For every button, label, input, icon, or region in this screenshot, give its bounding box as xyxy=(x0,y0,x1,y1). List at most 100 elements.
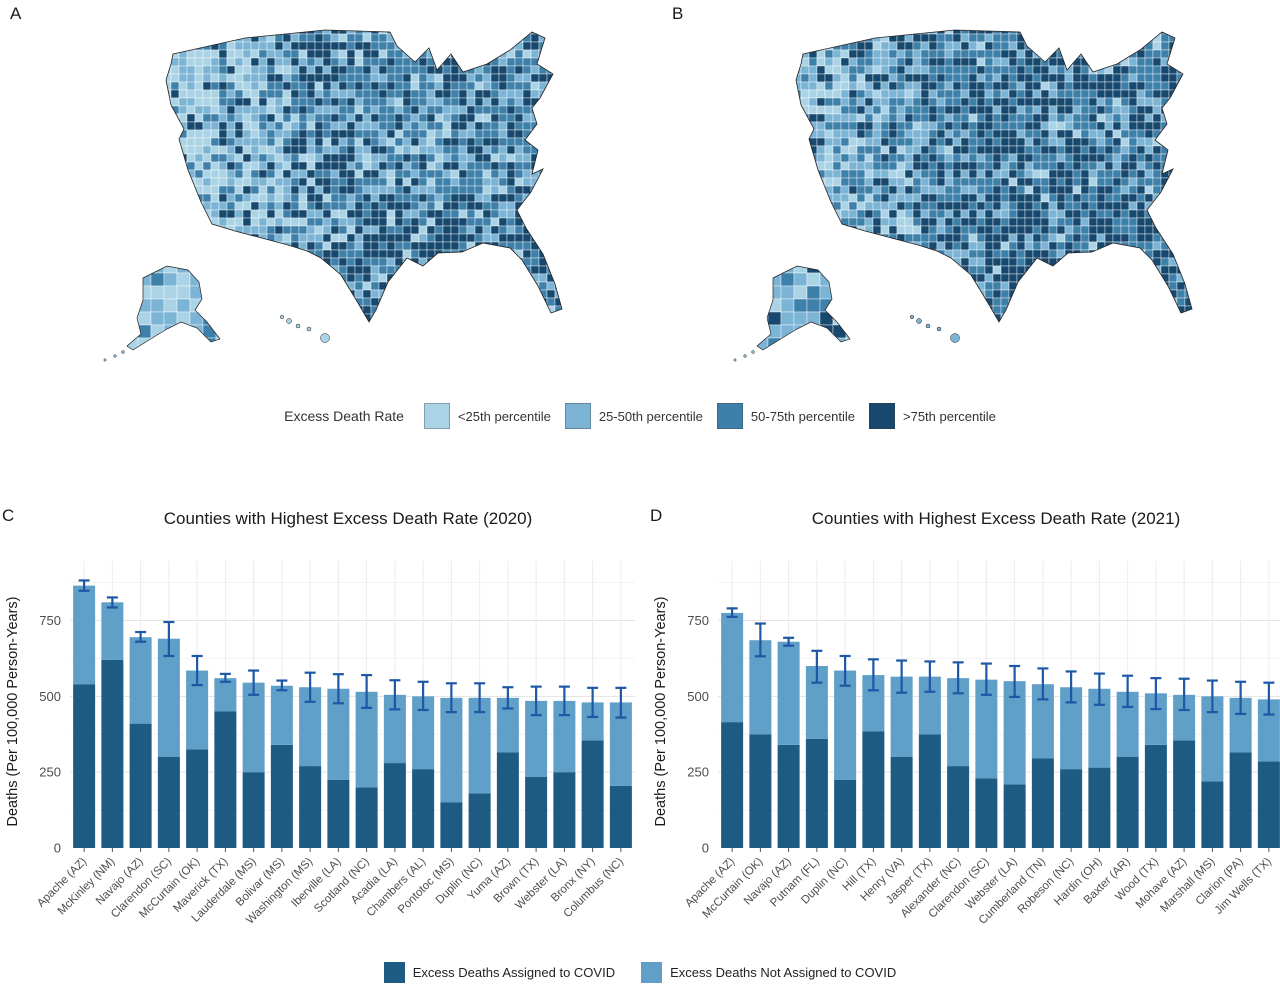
bar-covid-assigned xyxy=(1257,761,1280,848)
error-bar xyxy=(276,679,288,692)
bar-covid-assigned xyxy=(975,778,998,848)
bar-not-assigned xyxy=(721,612,744,723)
error-bar xyxy=(558,685,570,717)
bar-covid-assigned xyxy=(553,772,576,848)
bar-not-assigned xyxy=(496,697,519,753)
bar-not-assigned xyxy=(1173,694,1196,741)
error-bar xyxy=(1235,680,1247,716)
legend-swatch-q3 xyxy=(716,403,743,429)
y-tick-label: 0 xyxy=(54,841,61,856)
hawaii-island xyxy=(925,323,931,329)
bar-covid-assigned xyxy=(496,752,519,848)
bar-not-assigned xyxy=(975,679,998,779)
bar-covid-assigned xyxy=(777,744,800,848)
bar-covid-assigned xyxy=(862,731,885,848)
hawaii-island xyxy=(909,314,915,320)
error-bar xyxy=(1009,664,1021,699)
bar-not-assigned xyxy=(101,602,124,660)
bar-not-assigned xyxy=(383,694,406,764)
error-bar xyxy=(924,660,936,693)
bar-not-assigned xyxy=(214,678,237,712)
legend-swatch-q4 xyxy=(869,403,895,429)
chart-title-2021: Counties with Highest Excess Death Rate … xyxy=(811,509,1181,528)
error-bar xyxy=(1150,677,1162,711)
bar-not-assigned xyxy=(1116,691,1139,757)
bar-not-assigned xyxy=(1144,693,1167,745)
bar-not-assigned xyxy=(242,682,265,773)
bar-covid-assigned xyxy=(101,659,124,848)
bar-covid-assigned xyxy=(1229,752,1252,848)
legend-label-q2: 25-50th percentile xyxy=(598,408,703,424)
map-excess-death-rate-2020 xyxy=(85,12,645,377)
y-axis-title: Deaths (Per 100,000 Person-Years) xyxy=(5,597,21,827)
error-bar xyxy=(417,680,429,712)
bar-covid-assigned xyxy=(1031,758,1054,848)
bar-not-assigned xyxy=(834,670,857,780)
bar-not-assigned xyxy=(1003,681,1026,785)
error-bar xyxy=(530,685,542,717)
error-bar xyxy=(219,672,231,683)
bar-not-assigned xyxy=(805,666,828,739)
bar-covid-assigned xyxy=(805,738,828,848)
bar-legend: Excess Deaths Assigned to COVID Excess D… xyxy=(0,956,1280,988)
bar-not-assigned xyxy=(440,697,463,803)
alaska-outline xyxy=(756,265,851,351)
county-mosaic xyxy=(166,30,562,322)
bar-covid-assigned xyxy=(157,757,180,848)
error-bar xyxy=(952,661,964,695)
error-bar xyxy=(587,686,599,719)
y-tick-label: 250 xyxy=(687,765,709,780)
y-axis-title: Deaths (Per 100,000 Person-Years) xyxy=(653,597,669,827)
county-mosaic xyxy=(127,266,220,350)
chart-title-2020: Counties with Highest Excess Death Rate … xyxy=(163,509,533,528)
error-bar xyxy=(474,682,486,714)
hawaii-island xyxy=(295,323,301,329)
bar-covid-assigned xyxy=(834,779,857,848)
bar-covid-assigned xyxy=(73,684,96,848)
county-mosaic xyxy=(796,30,1192,322)
error-bar xyxy=(783,636,795,647)
bar-not-assigned xyxy=(525,700,548,777)
legend-swatch-assigned xyxy=(383,961,405,983)
us-county-choropleth-b xyxy=(733,29,1193,362)
bar-not-assigned xyxy=(1229,697,1252,753)
aleutian-island xyxy=(751,350,755,354)
map-legend-item-q3: 50-75th percentile xyxy=(716,403,855,429)
error-bar xyxy=(332,673,344,705)
bar-covid-assigned xyxy=(1060,769,1083,848)
bar-not-assigned xyxy=(947,678,970,767)
bar-not-assigned xyxy=(581,702,604,741)
hawaii-island xyxy=(916,318,922,324)
error-bar xyxy=(980,662,992,696)
error-bar xyxy=(839,654,851,687)
y-tick-label: 0 xyxy=(702,841,709,856)
error-bar xyxy=(1178,677,1190,712)
error-bar xyxy=(1206,679,1218,714)
hawaii-island xyxy=(320,333,330,343)
panel-label-c: C xyxy=(2,506,15,525)
bar-not-assigned xyxy=(129,637,152,724)
y-tick-label: 750 xyxy=(39,613,61,628)
bar-covid-assigned xyxy=(721,722,744,848)
bar-covid-assigned xyxy=(299,766,322,848)
us-outline xyxy=(165,29,563,323)
error-bar xyxy=(78,579,90,592)
bar-covid-assigned xyxy=(214,711,237,848)
error-bar xyxy=(106,596,118,609)
error-bar xyxy=(615,686,627,719)
bar-not-assigned xyxy=(270,685,293,745)
panel-label-d: D xyxy=(650,506,663,525)
bar-not-assigned xyxy=(186,670,209,750)
map-legend-title: Excess Death Rate xyxy=(284,408,404,424)
legend-label-assigned: Excess Deaths Assigned to COVID xyxy=(412,964,616,980)
bar-not-assigned xyxy=(862,675,885,732)
alaska-outline xyxy=(126,265,221,351)
error-bar xyxy=(163,620,175,658)
error-bar xyxy=(896,659,908,694)
map-excess-death-rate-2021 xyxy=(715,12,1275,377)
error-bar xyxy=(361,674,373,709)
map-legend-item-q2: 25-50th percentile xyxy=(564,403,703,429)
aleutian-island xyxy=(103,358,107,362)
error-bar xyxy=(135,630,147,643)
